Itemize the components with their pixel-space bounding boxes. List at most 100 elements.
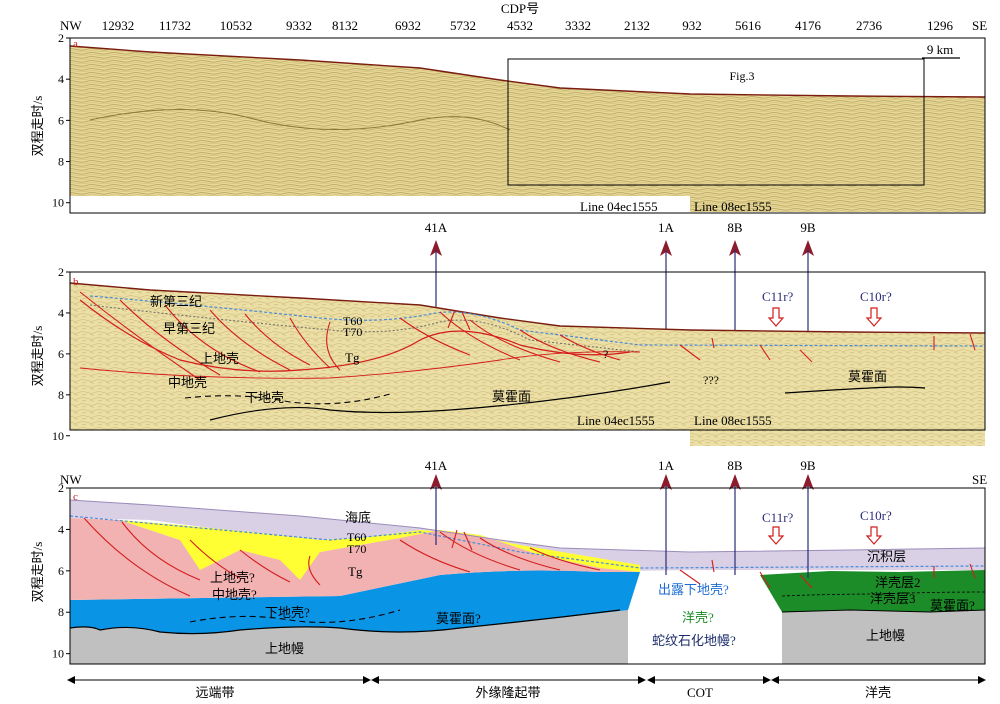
cdp-tick-2132: 2132 (624, 18, 650, 33)
well-9b-arrow-c (802, 474, 814, 490)
label-upper-crust-c: 上地壳? (210, 570, 255, 585)
yaxisC-tick-2: 2 (58, 481, 64, 495)
label-t60-c: T60 (347, 530, 366, 544)
yaxisC-tick-8: 8 (58, 605, 64, 619)
panel-a-scale-label: 9 km (927, 42, 953, 57)
label-neogene: 新第三纪 (150, 294, 202, 309)
panel-c-moho-line-right (781, 609, 986, 613)
label-oceanic-layer2: 洋壳层2 (875, 575, 921, 590)
cdp-tick-11732: 11732 (159, 18, 191, 33)
cdp-tick-12932: 12932 (102, 18, 135, 33)
panel-c-letter: c (73, 491, 78, 503)
cdp-tick-5732: 5732 (450, 18, 476, 33)
well-8b-label-c: 8B (727, 458, 743, 473)
panel-b-seafloor (69, 282, 986, 334)
panel-a-y-label: 双程走时/s (30, 96, 45, 157)
panel-c-se: SE (972, 472, 987, 487)
label-tg-b: Tg (345, 350, 360, 365)
label-c10r-b: C10r? (860, 289, 892, 304)
panel-b-y-label: 双程走时/s (30, 326, 45, 387)
yaxisB-tick-4: 4 (58, 306, 64, 320)
c11r-arrow-b (767, 307, 785, 327)
panel-b-line-right: Line 08ec1555 (694, 413, 772, 428)
cdp-tick-8132: 8132 (332, 18, 358, 33)
cdp-tick-10532: 10532 (220, 18, 253, 33)
panel-a-frame (69, 37, 986, 214)
well-1a-arrow-c (660, 474, 672, 490)
panel-c-water-layer (70, 500, 985, 572)
panel-c-water-upper (70, 488, 985, 552)
yaxisC-tick-6: 6 (58, 564, 64, 578)
label-seafloor-c: 海底 (345, 510, 371, 525)
cdp-tick-labels: 12932 11732 10532 9332 8132 6932 5732 4532 3332 2… (102, 18, 954, 33)
panel-b-faults (79, 291, 976, 381)
label-upper-mantle-c: 上地幔 (265, 641, 304, 656)
label-lower-crust-b: 下地壳 (245, 390, 284, 405)
cdp-tick-2736: 2736 (856, 18, 883, 33)
panel-b-y-axis: 2 4 6 8 10 (52, 265, 70, 443)
nw-label: NW (60, 18, 82, 33)
panel-c-lower-crust (70, 570, 640, 634)
cdp-tick-4176: 4176 (795, 18, 822, 33)
panel-b-horizon-t70 (89, 304, 641, 353)
panel-a-fig3-box (507, 58, 925, 186)
panel-c-syn-rift-sediment (120, 520, 640, 580)
yaxisA-tick-2: 2 (58, 31, 64, 45)
well-8b-label-b: 8B (727, 220, 743, 235)
panel-c-oceanic-crust (760, 570, 985, 612)
c10r-arrow-b (865, 307, 883, 327)
well-41a-arrow-c (430, 474, 442, 490)
panel-a-line-right: Line 08ec1555 (694, 199, 772, 214)
panel-c-upper-mantle-left (70, 610, 628, 664)
panel-a-fig3-label: Fig.3 (729, 69, 754, 83)
well-9b-label-c: 9B (800, 458, 816, 473)
yaxisB-tick-8: 8 (58, 388, 64, 402)
label-oceanic-question: 洋壳? (682, 610, 714, 625)
well-41a-arrow-b (430, 240, 442, 256)
well-arrows-b (430, 240, 814, 256)
label-c11r-c: C11r? (762, 510, 794, 525)
c11r-arrow-c (767, 526, 785, 545)
label-sediment-c: 沉积层 (867, 549, 906, 564)
well-9b-label-b: 9B (800, 220, 816, 235)
label-oceanic-layer3: 洋壳层3 (870, 591, 916, 606)
yaxisC-tick-4: 4 (58, 522, 64, 536)
label-c11r-b: C11r? (762, 289, 794, 304)
panel-b-letter: b (73, 276, 79, 288)
label-t60-b: T60 (343, 314, 362, 328)
panel-c-nw: NW (60, 472, 82, 487)
well-41a-label-b: 41A (425, 220, 448, 235)
panel-a-y-axis: 2 4 6 8 10 (52, 31, 70, 210)
panel-a-seafloor-reflector (69, 45, 986, 98)
well-1a-label-b: 1A (658, 220, 675, 235)
panel-c-lower-crust-dashed (189, 609, 401, 623)
panel-b-seismic-section (70, 283, 985, 446)
well-8b-arrow-b (729, 240, 741, 256)
se-label: SE (972, 18, 987, 33)
yaxisA-tick-8: 8 (58, 155, 64, 169)
label-moho2-c: 莫霍面? (930, 598, 975, 613)
cdp-tick-5616: 5616 (735, 18, 762, 33)
panel-c-horizon-t60 (69, 515, 986, 569)
label-tg-c: Tg (348, 564, 363, 579)
label-t70-b: T70 (343, 325, 362, 339)
yaxisB-tick-10: 10 (52, 429, 64, 443)
panel-b: b 新第三纪 早第三纪 T60 T70 Tg 上地壳 中地壳 下地壳 莫霍面 ?… (69, 271, 986, 446)
label-middle-crust-b: 中地壳 (168, 375, 207, 390)
yaxisB-tick-2: 2 (58, 265, 64, 279)
label-upper-crust-b: 上地壳 (200, 351, 239, 366)
panel-c-faults (83, 517, 976, 597)
cdp-tick-1296: 1296 (927, 18, 954, 33)
yaxisB-tick-6: 6 (58, 347, 64, 361)
yaxisA-tick-4: 4 (58, 72, 64, 86)
c10r-arrow-c (865, 526, 883, 545)
label-exposed-lower-crust: 出露下地壳? (658, 582, 729, 597)
well-arrows-c (430, 474, 814, 490)
panel-a-letter: a (73, 38, 78, 50)
panel-c-y-label: 双程走时/s (30, 542, 45, 603)
label-moho-c: 莫霍面? (436, 611, 481, 626)
label-middle-crust-c: 中地壳? (212, 587, 257, 602)
panel-a: Fig.3 a 9 km Line 04ec1555 Line 08ec1555 (69, 37, 986, 214)
cdp-tick-9332: 9332 (286, 18, 312, 33)
